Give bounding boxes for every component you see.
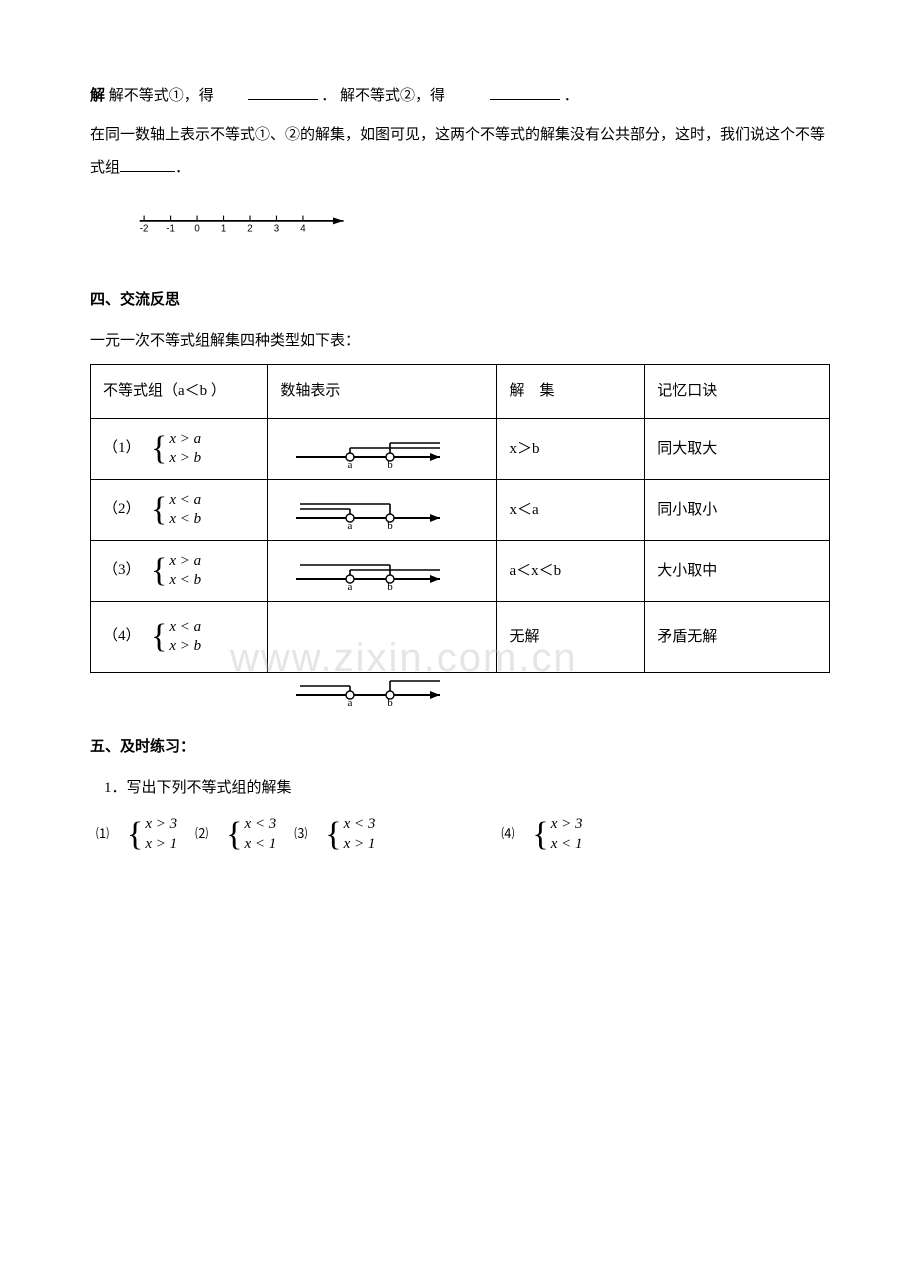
svg-text:4: 4 (300, 223, 306, 234)
blank-3 (120, 156, 175, 172)
cell-ineq: （1）{x > ax > b (91, 419, 268, 480)
exercise-system: {x < 3x < 1 (226, 815, 276, 854)
blank-2 (490, 84, 560, 100)
overflow-axis: ab (280, 667, 830, 713)
exercise-index: ⑴ (96, 820, 109, 849)
cell-solution: x＞b (497, 419, 645, 480)
cell-axis: ab (268, 541, 497, 602)
intro-1a: 解不等式①，得 (109, 88, 214, 104)
svg-text:b: b (387, 697, 393, 709)
cell-solution: 无解 (497, 602, 645, 673)
svg-text:2: 2 (247, 223, 252, 234)
svg-text:a: a (348, 520, 353, 530)
cell-ineq: （4）{x < ax > b (91, 602, 268, 673)
svg-text:-1: -1 (166, 223, 175, 234)
section5-title: 五、及时练习： (90, 731, 830, 764)
cell-mnemonic: 大小取中 (645, 541, 830, 602)
section4-sub: 一元一次不等式组解集四种类型如下表： (90, 325, 830, 358)
section4-title: 四、交流反思 (90, 284, 830, 317)
cell-mnemonic: 同大取大 (645, 419, 830, 480)
exercise-index: ⑶ (294, 820, 307, 849)
table-row: （1）{x > ax > babx＞b同大取大 (91, 419, 830, 480)
table-header-row: 不等式组（a＜b ） 数轴表示 解 集 记忆口诀 (91, 365, 830, 419)
cell-axis (268, 602, 497, 673)
svg-text:-2: -2 (140, 223, 149, 234)
svg-text:b: b (388, 520, 394, 530)
svg-text:a: a (348, 459, 353, 469)
intro-1b: ． 解不等式②，得 (321, 88, 445, 104)
exercise-index: ⑷ (501, 820, 514, 849)
label-solve: 解 (90, 88, 105, 104)
intro-1c: ． (564, 88, 579, 104)
exercise-system: {x < 3x > 1 (325, 815, 375, 854)
intro-2: 在同一数轴上表示不等式①、②的解集，如图可见，这两个不等式的解集没有公共部分，这… (90, 127, 825, 176)
th-sol: 解 集 (497, 365, 645, 419)
blank-1 (248, 84, 318, 100)
svg-text:1: 1 (221, 223, 226, 234)
svg-text:a: a (348, 697, 353, 709)
exercise-row: ⑴ {x > 3x > 1 ⑵ {x < 3x < 1 ⑶ {x < 3x > 1 ⑷ {x … (90, 815, 830, 854)
cell-ineq: （2）{x < ax < b (91, 480, 268, 541)
cell-solution: a＜x＜b (497, 541, 645, 602)
th-axis: 数轴表示 (268, 365, 497, 419)
table-row: （4）{x < ax > b 无解矛盾无解 (91, 602, 830, 673)
th-mem: 记忆口诀 (645, 365, 830, 419)
cell-mnemonic: 同小取小 (645, 480, 830, 541)
svg-text:0: 0 (194, 223, 200, 234)
exercise-index: ⑵ (195, 820, 208, 849)
type-table: 不等式组（a＜b ） 数轴表示 解 集 记忆口诀 （1）{x > ax > ba… (90, 364, 830, 673)
exercise-system: {x > 3x < 1 (532, 815, 582, 854)
table-row: （3）{x > ax < baba＜x＜b大小取中 (91, 541, 830, 602)
ex-intro: 1．写出下列不等式组的解集 (90, 772, 830, 805)
cell-axis: ab (268, 480, 497, 541)
exercise-system: {x > 3x > 1 (127, 815, 177, 854)
intro-line2: 在同一数轴上表示不等式①、②的解集，如图可见，这两个不等式的解集没有公共部分，这… (90, 119, 830, 185)
cell-ineq: （3）{x > ax < b (91, 541, 268, 602)
th-ineq: 不等式组（a＜b ） (91, 365, 268, 419)
svg-text:b: b (388, 459, 394, 469)
svg-text:3: 3 (274, 223, 279, 234)
cell-solution: x＜a (497, 480, 645, 541)
intro-2e: ． (175, 160, 190, 176)
cell-axis: ab (268, 419, 497, 480)
cell-mnemonic: 矛盾无解 (645, 602, 830, 673)
svg-text:a: a (348, 581, 353, 591)
table-row: （2）{x < ax < babx＜a同小取小 (91, 480, 830, 541)
intro-line1: 解 解不等式①，得 ． 解不等式②，得 ． (90, 80, 830, 113)
svg-text:b: b (388, 581, 394, 591)
number-line: -2 -1 0 1 2 3 4 (120, 205, 380, 235)
